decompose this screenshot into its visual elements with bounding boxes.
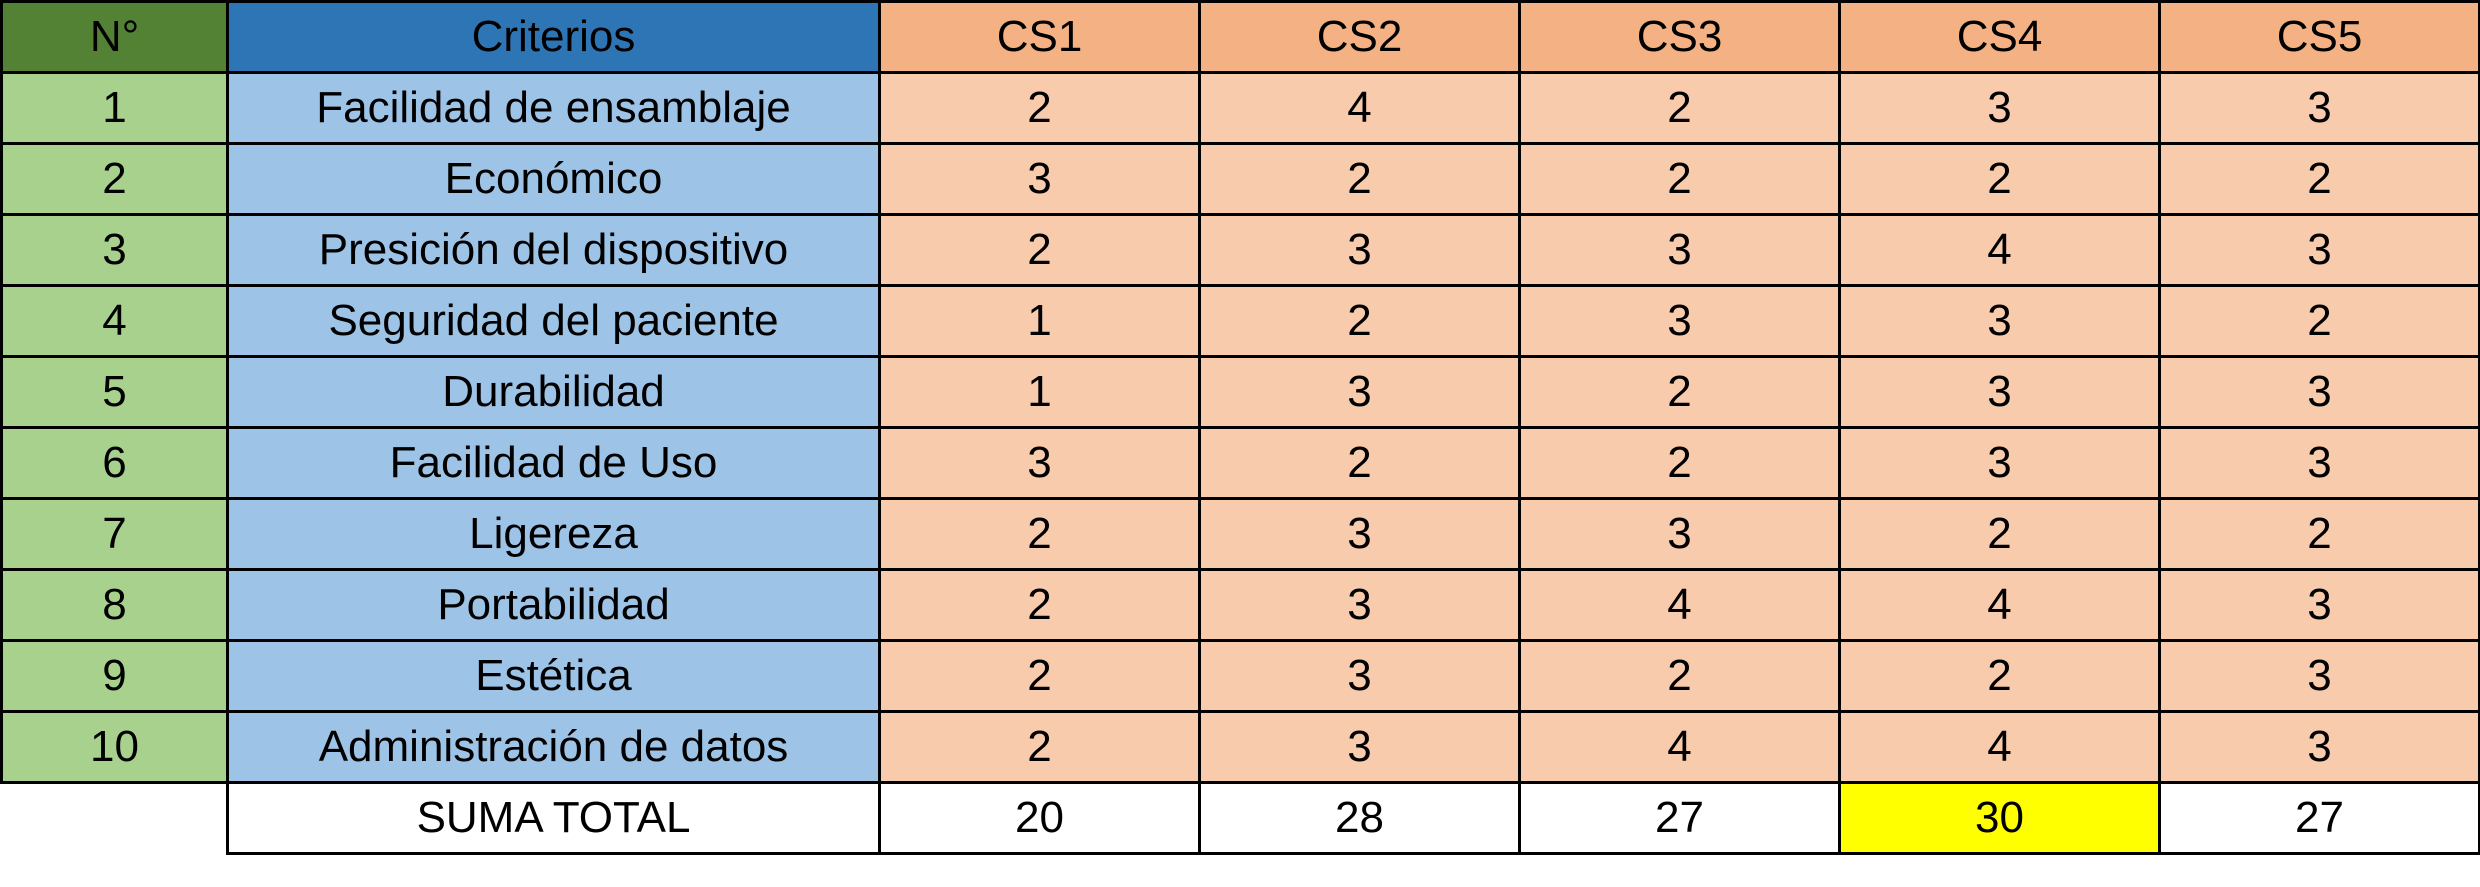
cell-cs4: 3 (1838, 71, 2161, 145)
cell-cs4: 4 (1838, 568, 2161, 642)
row-number: 6 (0, 426, 229, 500)
cell-cs2: 3 (1198, 568, 1521, 642)
cell-cs2: 3 (1198, 355, 1521, 429)
cell-cs5: 3 (2158, 426, 2480, 500)
cell-cs5: 3 (2158, 568, 2480, 642)
cell-cs3: 2 (1518, 639, 1841, 713)
total-cs1: 20 (878, 781, 1201, 855)
cell-cs5: 3 (2158, 639, 2480, 713)
cell-cs4: 4 (1838, 213, 2161, 287)
row-criterion: Facilidad de Uso (226, 426, 881, 500)
cell-cs2: 3 (1198, 213, 1521, 287)
row-criterion: Ligereza (226, 497, 881, 571)
row-criterion: Estética (226, 639, 881, 713)
row-criterion: Administración de datos (226, 710, 881, 784)
header-cs4: CS4 (1838, 0, 2161, 74)
table-row: 2 Económico 3 2 2 2 2 (0, 142, 2480, 216)
cell-cs1: 2 (878, 213, 1201, 287)
row-criterion: Portabilidad (226, 568, 881, 642)
table-row: 8 Portabilidad 2 3 4 4 3 (0, 568, 2480, 642)
row-number: 4 (0, 284, 229, 358)
table-row: 9 Estética 2 3 2 2 3 (0, 639, 2480, 713)
row-number: 8 (0, 568, 229, 642)
table-row: 10 Administración de datos 2 3 4 4 3 (0, 710, 2480, 784)
row-criterion: Económico (226, 142, 881, 216)
header-cs5: CS5 (2158, 0, 2480, 74)
total-cs4-highlighted: 30 (1838, 781, 2161, 855)
cell-cs2: 2 (1198, 426, 1521, 500)
cell-cs5: 2 (2158, 284, 2480, 358)
row-number: 10 (0, 710, 229, 784)
cell-cs4: 2 (1838, 142, 2161, 216)
table-row: 7 Ligereza 2 3 3 2 2 (0, 497, 2480, 571)
evaluation-table: N° Criterios CS1 CS2 CS3 CS4 CS5 1 Facil… (0, 0, 2480, 855)
cell-cs1: 2 (878, 568, 1201, 642)
table-row: 3 Presición del dispositivo 2 3 3 4 3 (0, 213, 2480, 287)
table-row: 1 Facilidad de ensamblaje 2 4 2 3 3 (0, 71, 2480, 145)
header-row: N° Criterios CS1 CS2 CS3 CS4 CS5 (0, 0, 2480, 74)
cell-cs4: 2 (1838, 639, 2161, 713)
table-row: 4 Seguridad del paciente 1 2 3 3 2 (0, 284, 2480, 358)
cell-cs1: 1 (878, 284, 1201, 358)
header-cs2: CS2 (1198, 0, 1521, 74)
row-criterion: Durabilidad (226, 355, 881, 429)
cell-cs5: 3 (2158, 355, 2480, 429)
cell-cs3: 2 (1518, 142, 1841, 216)
total-cs5: 27 (2158, 781, 2480, 855)
cell-cs3: 2 (1518, 71, 1841, 145)
cell-cs4: 3 (1838, 426, 2161, 500)
cell-cs4: 3 (1838, 284, 2161, 358)
total-label: SUMA TOTAL (226, 781, 881, 855)
cell-cs5: 3 (2158, 71, 2480, 145)
cell-cs5: 3 (2158, 213, 2480, 287)
cell-cs3: 3 (1518, 213, 1841, 287)
row-number: 3 (0, 213, 229, 287)
cell-cs3: 3 (1518, 497, 1841, 571)
cell-cs5: 2 (2158, 142, 2480, 216)
cell-cs4: 2 (1838, 497, 2161, 571)
row-criterion: Presición del dispositivo (226, 213, 881, 287)
cell-cs4: 3 (1838, 355, 2161, 429)
total-row: SUMA TOTAL 20 28 27 30 27 (1, 781, 2480, 855)
row-number: 5 (0, 355, 229, 429)
cell-cs2: 3 (1198, 497, 1521, 571)
total-empty-cell (1, 781, 229, 854)
cell-cs3: 3 (1518, 284, 1841, 358)
header-num: N° (0, 0, 229, 74)
row-number: 2 (0, 142, 229, 216)
cell-cs3: 2 (1518, 426, 1841, 500)
cell-cs5: 2 (2158, 497, 2480, 571)
row-number: 7 (0, 497, 229, 571)
header-cs3: CS3 (1518, 0, 1841, 74)
cell-cs1: 2 (878, 71, 1201, 145)
cell-cs1: 2 (878, 710, 1201, 784)
cell-cs1: 2 (878, 497, 1201, 571)
row-number: 9 (0, 639, 229, 713)
cell-cs2: 4 (1198, 71, 1521, 145)
cell-cs2: 2 (1198, 284, 1521, 358)
cell-cs2: 3 (1198, 639, 1521, 713)
header-criteria: Criterios (226, 0, 881, 74)
cell-cs1: 2 (878, 639, 1201, 713)
total-cs2: 28 (1198, 781, 1521, 855)
row-criterion: Facilidad de ensamblaje (226, 71, 881, 145)
total-cs3: 27 (1518, 781, 1841, 855)
table-row: 5 Durabilidad 1 3 2 3 3 (0, 355, 2480, 429)
table-row: 6 Facilidad de Uso 3 2 2 3 3 (0, 426, 2480, 500)
cell-cs5: 3 (2158, 710, 2480, 784)
cell-cs1: 3 (878, 142, 1201, 216)
cell-cs4: 4 (1838, 710, 2161, 784)
header-cs1: CS1 (878, 0, 1201, 74)
cell-cs3: 4 (1518, 710, 1841, 784)
row-criterion: Seguridad del paciente (226, 284, 881, 358)
cell-cs2: 3 (1198, 710, 1521, 784)
cell-cs3: 2 (1518, 355, 1841, 429)
cell-cs1: 3 (878, 426, 1201, 500)
cell-cs1: 1 (878, 355, 1201, 429)
row-number: 1 (0, 71, 229, 145)
cell-cs3: 4 (1518, 568, 1841, 642)
cell-cs2: 2 (1198, 142, 1521, 216)
